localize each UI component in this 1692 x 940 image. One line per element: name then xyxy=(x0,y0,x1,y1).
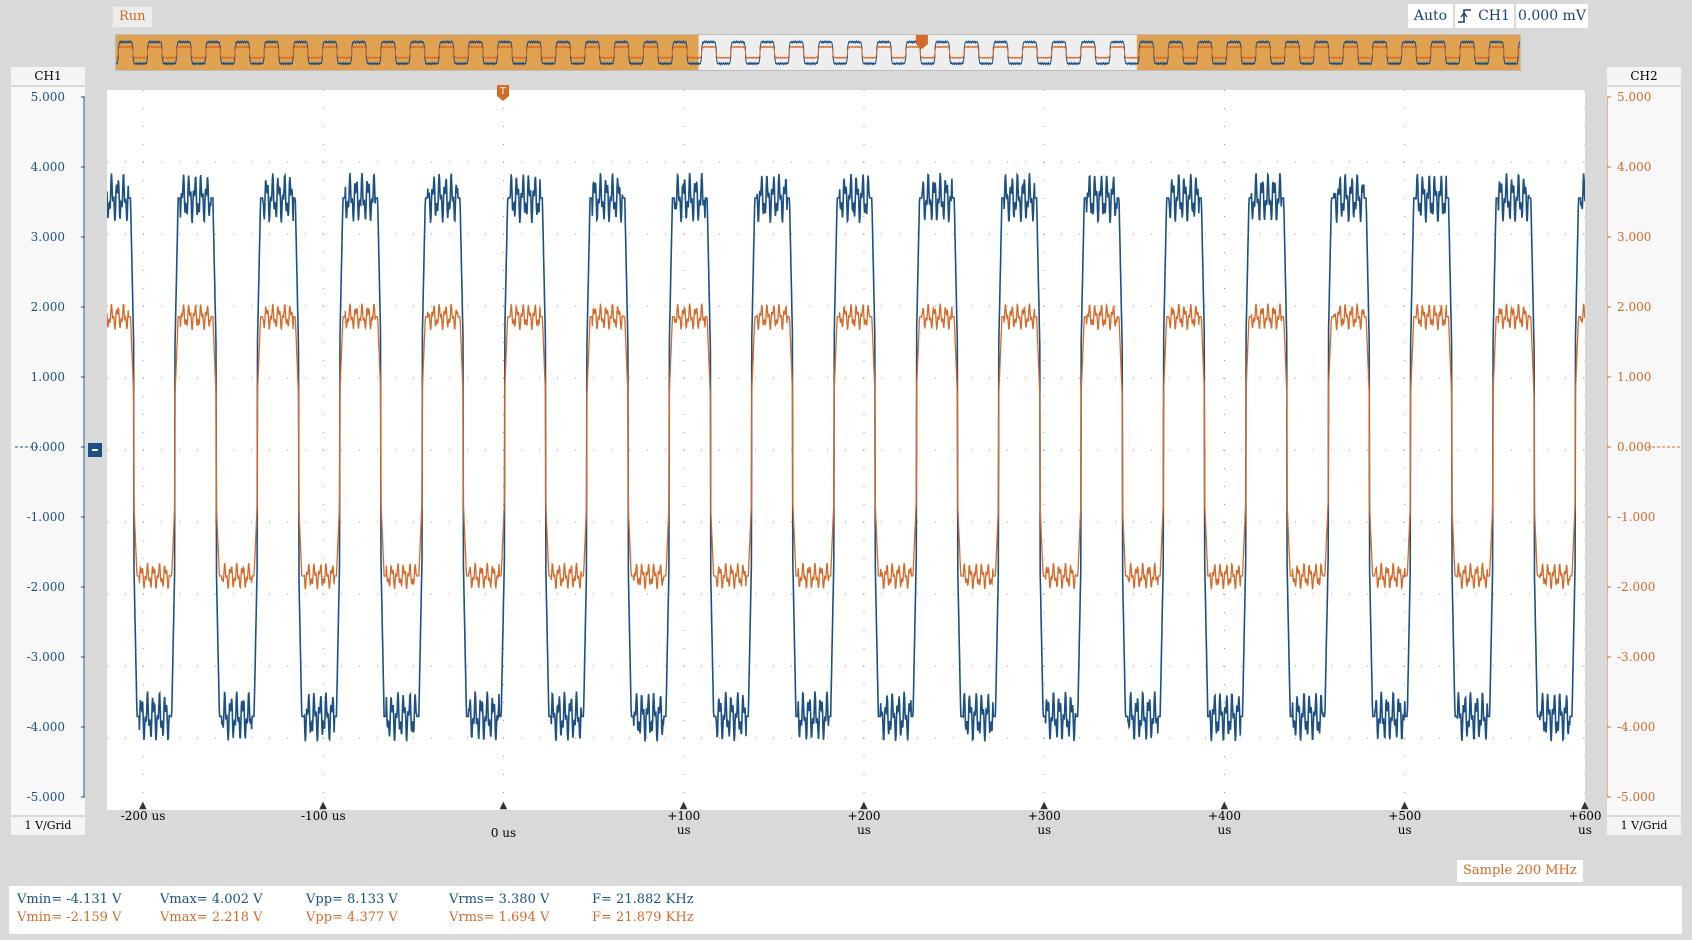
y-tick-label: -3.000 xyxy=(27,650,65,664)
trigger-source[interactable]: CH1 xyxy=(1474,4,1514,28)
y-tick-label: 0.000 xyxy=(1617,440,1651,454)
x-tick-label: -100 us xyxy=(300,809,346,823)
x-tick-mark: ▲ xyxy=(1581,800,1589,811)
x-tick-label: +500 us xyxy=(1388,809,1422,837)
x-tick-label: -200 us xyxy=(120,809,166,823)
y-tick-label: -5.000 xyxy=(1617,790,1655,804)
rising-edge-icon[interactable] xyxy=(1455,4,1475,28)
ch2-vrms: Vrms= 1.694 V xyxy=(449,910,550,925)
x-tick-label: 0 us xyxy=(490,826,517,840)
ch1-vmin: Vmin= -4.131 V xyxy=(17,892,122,907)
x-tick-mark: ▲ xyxy=(1040,800,1048,811)
y-tick-label: 4.000 xyxy=(31,160,65,174)
trigger-position-marker[interactable]: T xyxy=(496,84,510,106)
measurement-panel: Vmin= -4.131 V Vmax= 4.002 V Vpp= 8.133 … xyxy=(9,886,1682,934)
y-tick-label: -4.000 xyxy=(1617,720,1655,734)
ch2-scale[interactable]: 1 V/Grid xyxy=(1607,817,1681,835)
y-tick-label: 3.000 xyxy=(1617,230,1651,244)
x-tick-mark: ▲ xyxy=(860,800,868,811)
ch1-axis: 5.000 4.000 3.000 2.000 1.000 0.000 -1.000 -2.0… xyxy=(11,87,85,815)
y-tick-label: -5.000 xyxy=(27,790,65,804)
x-tick-label: +400 us xyxy=(1208,809,1241,837)
y-tick-label: -1.000 xyxy=(27,510,65,524)
svg-text:T: T xyxy=(500,87,506,97)
trigger-mode-button[interactable]: Auto xyxy=(1408,4,1453,28)
waveform-overview[interactable] xyxy=(115,34,1521,71)
x-tick-label: +200 us xyxy=(847,809,881,837)
ch2-vmin: Vmin= -2.159 V xyxy=(17,910,122,925)
x-tick-mark: ▲ xyxy=(499,800,508,811)
y-tick-label: 5.000 xyxy=(1617,90,1651,104)
ch1-vpp: Vpp= 8.133 V xyxy=(306,892,398,907)
overview-trigger-marker xyxy=(915,35,928,49)
ch1-vmax: Vmax= 4.002 V xyxy=(160,892,263,907)
y-tick-label: -2.000 xyxy=(27,580,65,594)
y-tick-label: -3.000 xyxy=(1617,650,1655,664)
x-tick-mark: ▲ xyxy=(139,800,147,811)
y-tick-label: 3.000 xyxy=(31,230,65,244)
ch2-label: CH2 xyxy=(1607,67,1681,85)
waveform-ch1 xyxy=(106,171,1586,743)
run-status-label[interactable]: Run xyxy=(112,6,153,28)
ch2-frequency: F= 21.879 KHz xyxy=(592,910,694,925)
ch2-vpp: Vpp= 4.377 V xyxy=(306,910,398,925)
y-tick-label: 2.000 xyxy=(31,300,65,314)
ch1-scale[interactable]: 1 V/Grid xyxy=(11,817,85,835)
y-tick-label: 2.000 xyxy=(1617,300,1651,314)
overview-waveform-ch2 xyxy=(115,45,1520,60)
ch2-axis: 5.000 4.000 3.000 2.000 1.000 0.000 -1.000 -2.0… xyxy=(1606,87,1681,815)
overview-waveform-ch1 xyxy=(115,39,1520,67)
x-tick-mark: ▲ xyxy=(319,800,327,811)
y-tick-label: 1.000 xyxy=(31,370,65,384)
y-tick-label: 4.000 xyxy=(1617,160,1651,174)
y-tick-label: 1.000 xyxy=(1617,370,1651,384)
ch2-vmax: Vmax= 2.218 V xyxy=(160,910,263,925)
ch1-label: CH1 xyxy=(11,67,85,85)
x-tick-mark: ▲ xyxy=(1220,800,1229,811)
sample-rate: Sample 200 MHz xyxy=(1457,860,1583,882)
x-tick-label: +100 us xyxy=(667,809,701,837)
ch1-vrms: Vrms= 3.380 V xyxy=(449,892,550,907)
x-tick-mark: ▲ xyxy=(1400,800,1409,811)
y-tick-label: -4.000 xyxy=(27,720,65,734)
x-tick-label: +600 us xyxy=(1568,809,1602,837)
y-tick-label: 0.000 xyxy=(31,440,65,454)
y-tick-label: -2.000 xyxy=(1617,580,1655,594)
ch1-offset-marker[interactable] xyxy=(86,442,104,462)
x-tick-mark: ▲ xyxy=(679,800,688,811)
x-tick-label: +300 us xyxy=(1027,809,1061,837)
waveform-ch2 xyxy=(106,302,1586,591)
y-tick-label: 5.000 xyxy=(31,90,65,104)
trigger-level[interactable]: 0.000 mV xyxy=(1516,4,1588,28)
y-tick-label: -1.000 xyxy=(1617,510,1655,524)
ch1-frequency: F= 21.882 KHz xyxy=(592,892,694,907)
waveform-plot[interactable] xyxy=(106,90,1586,810)
